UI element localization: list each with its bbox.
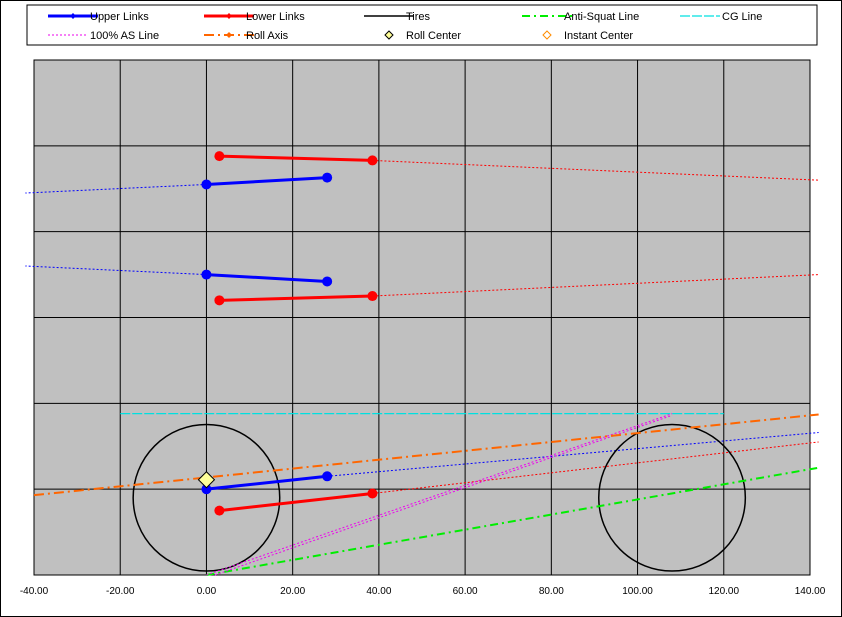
legend-label-roll-axis: Roll Axis: [246, 30, 289, 42]
upper-link-segment: [206, 273, 328, 283]
upper-link-segment: [206, 474, 328, 491]
lower-link-point: [214, 151, 225, 162]
upper-link-point: [201, 269, 212, 280]
lower-link-point: [214, 505, 225, 516]
gridlines: [34, 60, 810, 575]
legend-label-roll-center: Roll Center: [406, 30, 461, 42]
upper-link-point: [322, 276, 333, 287]
legend-label-tires: Tires: [406, 11, 431, 23]
roll-center-marker: [197, 471, 216, 489]
x-tick-label: 40.00: [366, 586, 391, 597]
series-layer: [25, 151, 819, 576]
tire-circle: [598, 423, 747, 572]
legend-key-instant-center: [542, 30, 552, 40]
link-extension-line: [372, 159, 819, 181]
x-tick-label: 0.00: [197, 586, 217, 597]
upper-link-point: [322, 471, 333, 482]
legend-label-instant-center: Instant Center: [564, 30, 633, 42]
lower-link-segment: [219, 294, 373, 302]
legend-key-roll-axis: [204, 32, 254, 38]
legend-key-roll-center: [384, 30, 394, 40]
x-tick-label: 60.00: [453, 586, 478, 597]
legend: Upper Links Lower Links Tires Anti-Squat Li…: [26, 4, 818, 46]
lower-link-point: [367, 155, 378, 166]
lower-link-point: [367, 291, 378, 302]
legend-box: [26, 4, 818, 46]
lower-link-segment: [219, 154, 373, 162]
as-100-line: [214, 414, 673, 576]
legend-label-lower-links: Lower Links: [246, 11, 305, 23]
x-tick-labels: -40.00 -20.00 0.00 20.00 40.00 60.00 80.00 100.…: [20, 586, 826, 597]
upper-link-point: [201, 179, 212, 190]
link-extension-line: [372, 274, 819, 297]
legend-key-upper-links: [48, 13, 98, 19]
x-tick-label: 140.00: [795, 586, 826, 597]
legend-label-upper-links: Upper Links: [90, 11, 149, 23]
x-tick-label: 20.00: [280, 586, 305, 597]
legend-key-lower-links: [204, 13, 254, 19]
x-tick-label: -40.00: [20, 586, 49, 597]
x-tick-label: 120.00: [708, 586, 739, 597]
x-tick-label: 100.00: [622, 586, 653, 597]
x-tick-label: 80.00: [539, 586, 564, 597]
upper-link-point: [201, 484, 212, 495]
upper-link-point: [322, 172, 333, 183]
link-extension-line: [372, 441, 819, 494]
lower-link-segment: [219, 491, 373, 513]
tire-circle: [132, 423, 281, 572]
legend-label-anti-squat-line: Anti-Squat Line: [564, 11, 639, 23]
legend-label-cg-line: CG Line: [722, 11, 762, 23]
lower-link-point: [214, 295, 225, 306]
upper-link-segment: [206, 176, 328, 186]
legend-label-100-as-line: 100% AS Line: [90, 30, 159, 42]
roll-axis-line: [33, 413, 819, 497]
anti-squat-line: [206, 466, 819, 576]
x-tick-label: -20.00: [106, 586, 135, 597]
lower-link-point: [367, 488, 378, 499]
